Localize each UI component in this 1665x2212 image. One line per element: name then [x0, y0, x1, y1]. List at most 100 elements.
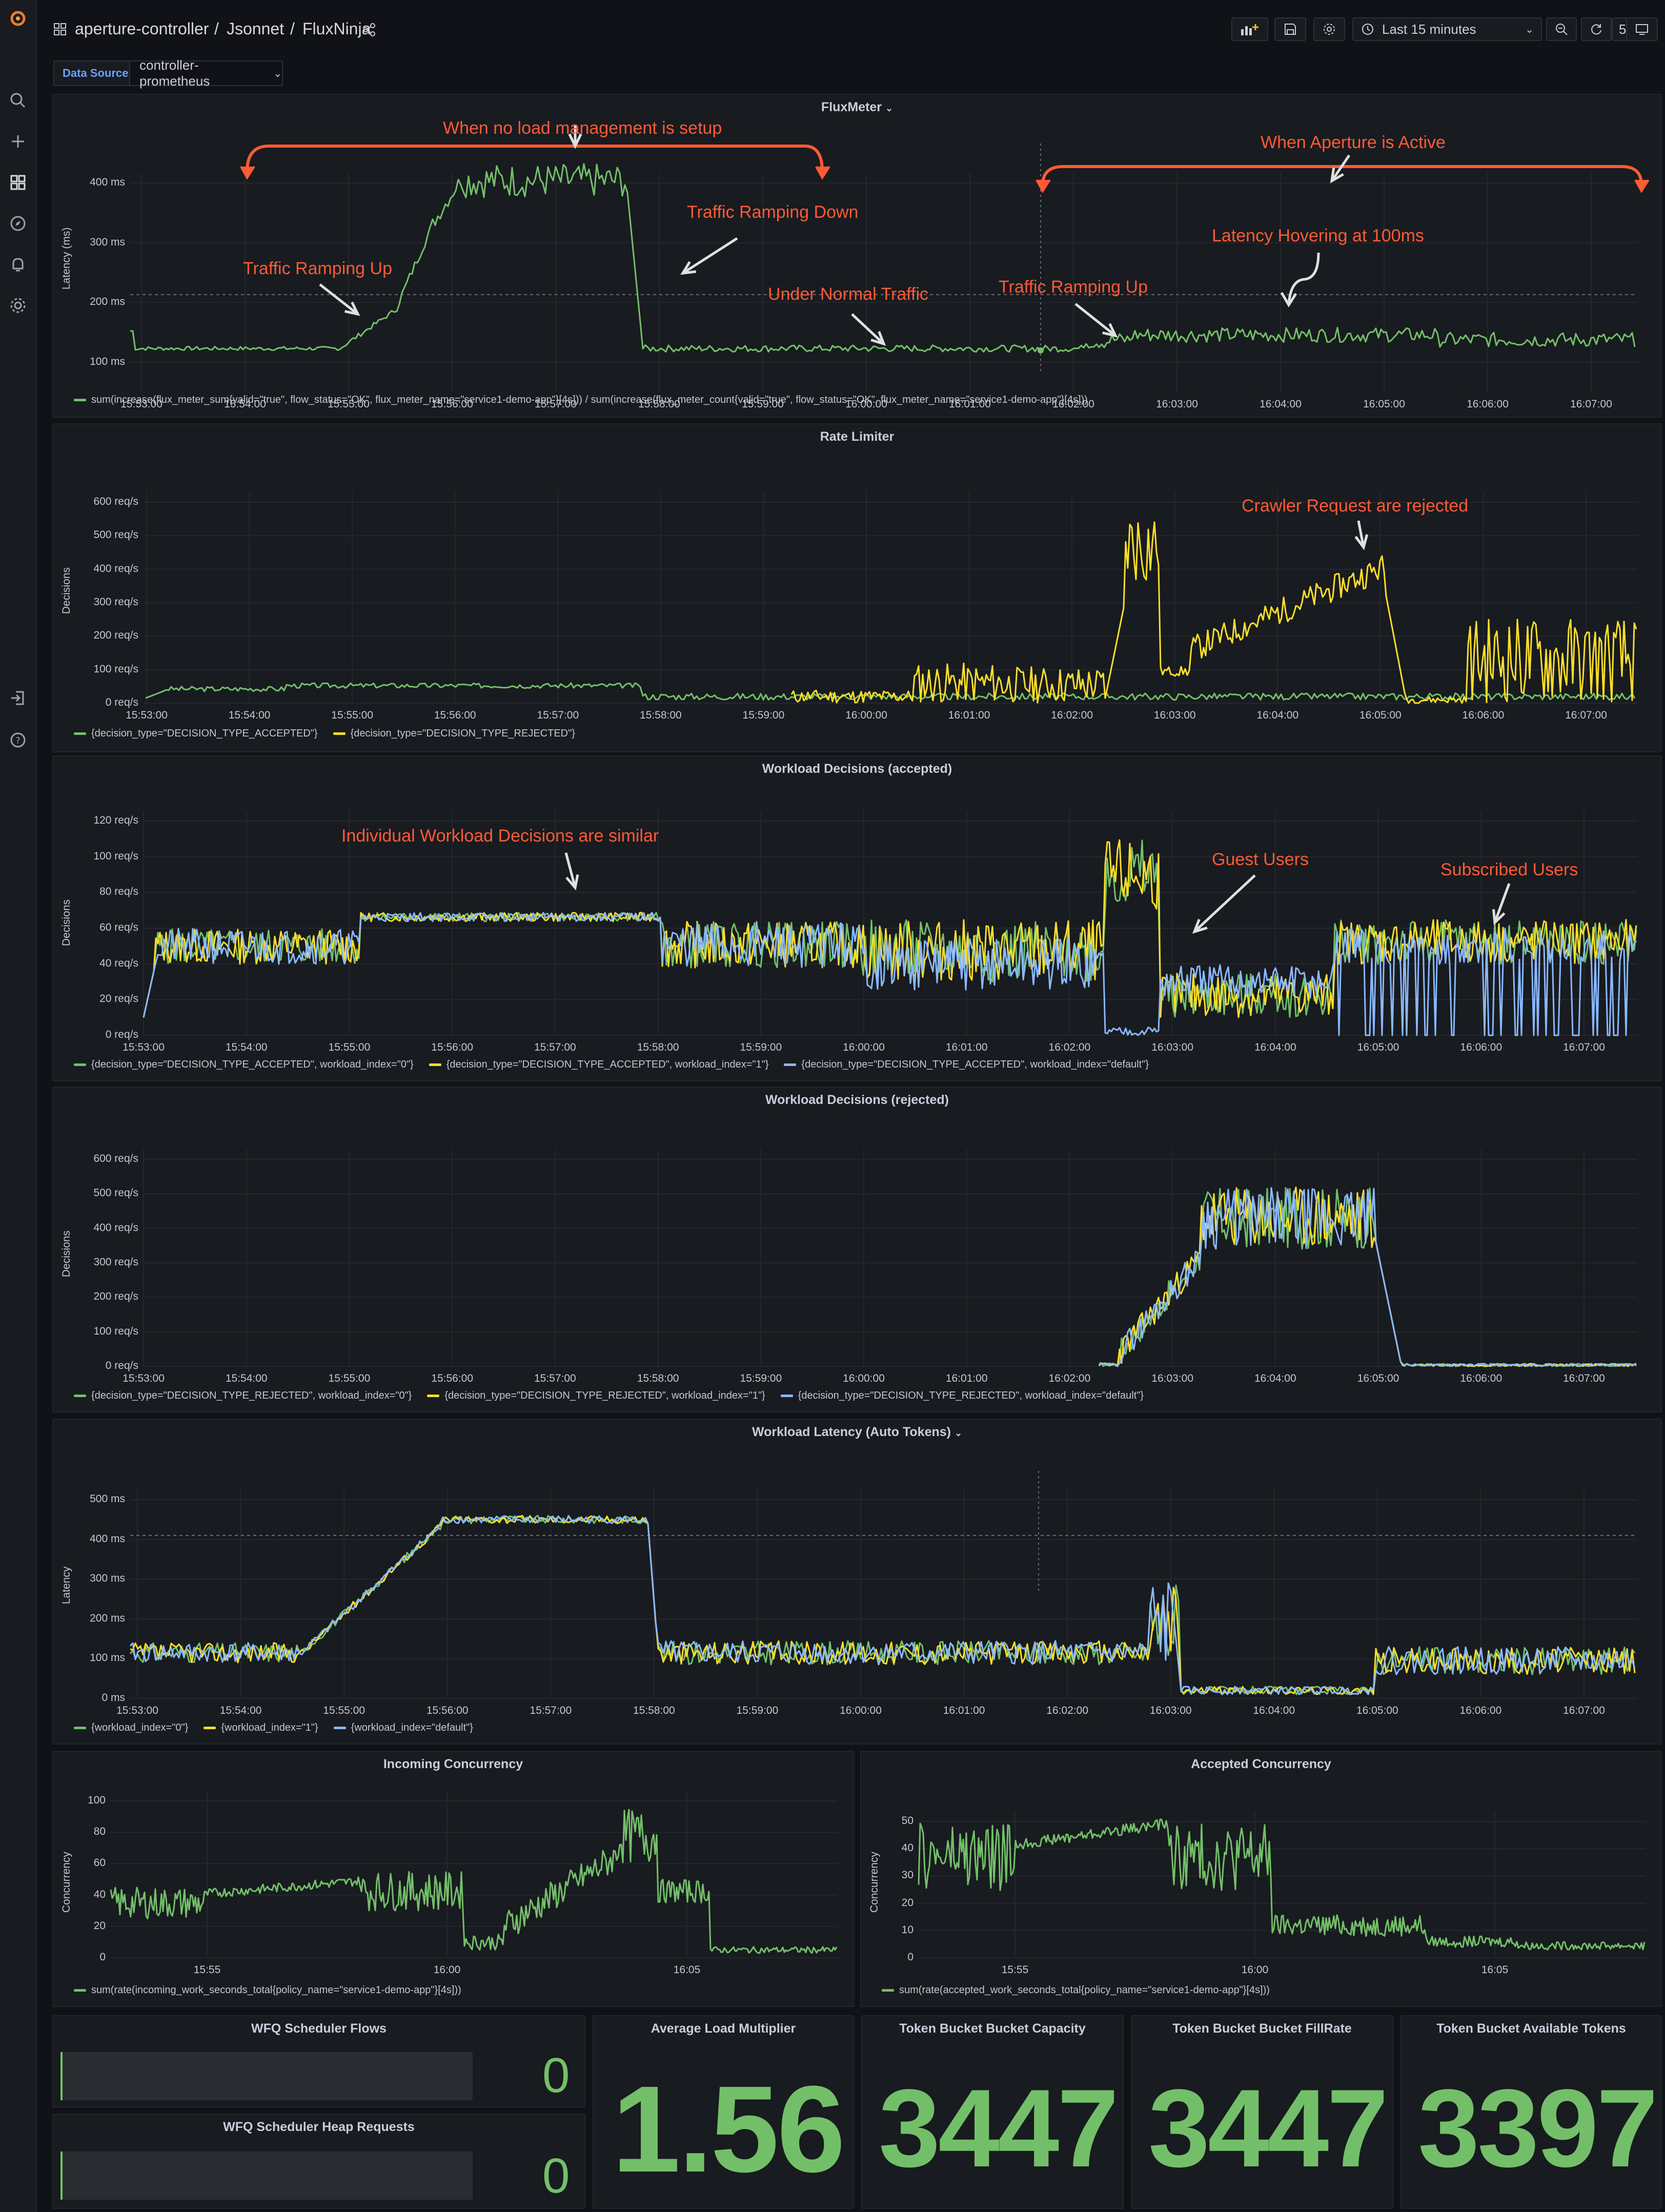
incoming-concurrency-plot[interactable]	[53, 1752, 854, 2007]
legend[interactable]: sum(increase(flux_meter_sum{valid="true"…	[74, 394, 1088, 406]
plus-icon[interactable]	[9, 132, 27, 151]
refresh-icon	[1591, 24, 1601, 35]
panel-title[interactable]: Token Bucket Bucket Capacity	[899, 2021, 1086, 2036]
legend-item[interactable]: {decision_type="DECISION_TYPE_ACCEPTED",…	[784, 1059, 1149, 1071]
legend-swatch	[780, 1395, 793, 1397]
add-panel-button[interactable]	[1231, 17, 1268, 41]
search-icon[interactable]	[9, 91, 27, 110]
zoom-out-button[interactable]	[1546, 17, 1577, 41]
legend-item[interactable]: {decision_type="DECISION_TYPE_REJECTED",…	[780, 1390, 1144, 1402]
x-tick-label: 15:55:00	[331, 709, 374, 721]
annotation-normal-traffic: Under Normal Traffic	[768, 284, 929, 304]
annotation-arrow	[1074, 303, 1116, 337]
annotation-arrow	[564, 852, 577, 888]
legend-swatch	[333, 732, 346, 735]
tv-mode-button[interactable]	[1626, 17, 1658, 41]
legend[interactable]: {workload_index="0"} {workload_index="1"}…	[74, 1722, 489, 1734]
settings-button[interactable]	[1313, 17, 1345, 41]
y-tick-label: 40 req/s	[99, 957, 138, 969]
signin-icon[interactable]	[9, 689, 27, 707]
y-tick-label: 100 ms	[90, 355, 125, 367]
panel-incoming-concurrency: Incoming Concurrency Concurrency 100 80 60…	[52, 1751, 854, 2007]
panel-title[interactable]: Workload Latency (Auto Tokens) ⌄	[752, 1425, 963, 1439]
breadcrumb-folder[interactable]: aperture-controller	[75, 19, 209, 38]
legend[interactable]: sum(rate(accepted_work_seconds_total{pol…	[882, 1984, 1270, 1996]
annotation-guest-users: Guest Users	[1212, 850, 1309, 869]
y-tick-label: 100 req/s	[93, 663, 138, 675]
explore-icon[interactable]	[9, 214, 27, 233]
workload-rejected-plot[interactable]	[53, 1088, 1662, 1412]
save-button[interactable]	[1274, 17, 1306, 41]
stat-value: 3447	[879, 2066, 1119, 2190]
panel-title[interactable]: Workload Decisions (accepted)	[762, 762, 952, 776]
x-tick-label: 15:55:00	[323, 1705, 366, 1716]
legend-item[interactable]: {decision_type="DECISION_TYPE_REJECTED",…	[74, 1390, 412, 1402]
panel-title[interactable]: Average Load Multiplier	[651, 2021, 796, 2036]
datasource-select[interactable]: controller-prometheus ⌄	[129, 57, 283, 89]
grafana-logo[interactable]	[9, 9, 27, 28]
legend-item[interactable]: {decision_type="DECISION_TYPE_ACCEPTED",…	[429, 1059, 768, 1071]
legend-item[interactable]: {decision_type="DECISION_TYPE_ACCEPTED",…	[74, 1059, 414, 1071]
workload-accepted-plot[interactable]	[53, 756, 1662, 1081]
panel-title[interactable]: Workload Decisions (rejected)	[765, 1093, 949, 1107]
y-tick-label: 0 req/s	[105, 1360, 138, 1371]
annotation-arrow-head	[1354, 534, 1369, 550]
x-tick-label: 16:04:00	[1253, 1705, 1295, 1716]
legend-item[interactable]: {decision_type="DECISION_TYPE_ACCEPTED"}	[74, 728, 318, 740]
legend[interactable]: {decision_type="DECISION_TYPE_REJECTED",…	[74, 1390, 1159, 1402]
series-line	[130, 163, 1636, 353]
x-tick-label: 15:55	[193, 1964, 221, 1976]
x-tick-label: 16:00	[1241, 1964, 1269, 1976]
x-tick-label: 16:05	[673, 1964, 701, 1976]
x-tick-label: 16:04:00	[1254, 1041, 1296, 1053]
legend-item[interactable]: {workload_index="default"}	[333, 1722, 473, 1734]
fluxmeter-plot[interactable]	[53, 95, 1662, 418]
x-tick-label: 15:55:00	[328, 1041, 371, 1053]
x-tick-label: 16:02:00	[1046, 1705, 1089, 1716]
panel-title[interactable]: WFQ Scheduler Heap Requests	[223, 2120, 415, 2134]
legend-swatch	[784, 1063, 797, 1066]
settings-icon	[1324, 24, 1335, 35]
legend-item[interactable]: {workload_index="0"}	[74, 1722, 188, 1734]
x-tick-label: 15:53:00	[126, 709, 168, 721]
y-tick-label: 40	[901, 1842, 913, 1854]
help-icon[interactable]: ?	[9, 731, 27, 749]
refresh-button[interactable]	[1581, 17, 1612, 41]
legend-swatch	[882, 1989, 894, 1992]
panel-title[interactable]: Rate Limiter	[820, 429, 895, 444]
panel-title[interactable]: Accepted Concurrency	[1191, 1757, 1331, 1771]
x-tick-label: 16:02:00	[1052, 398, 1094, 410]
breadcrumb-folder2[interactable]: Jsonnet	[227, 19, 285, 38]
legend-item: sum(rate(incoming_work_seconds_total{pol…	[91, 1984, 461, 1996]
rate-limiter-plot[interactable]	[53, 424, 1662, 752]
legend-item[interactable]: {workload_index="1"}	[204, 1722, 318, 1734]
series-line	[918, 1818, 1646, 1951]
zoom-out-icon	[1556, 24, 1568, 35]
gear-icon[interactable]	[9, 296, 27, 315]
x-tick-label: 15:57:00	[537, 709, 579, 721]
x-tick-label: 15:59:00	[742, 398, 784, 410]
dashboards-icon[interactable]	[9, 173, 27, 192]
breadcrumb-dashboard[interactable]: FluxNinja	[302, 19, 371, 38]
panel-title[interactable]: Token Bucket Available Tokens	[1436, 2021, 1626, 2036]
panel-title[interactable]: FluxMeter ⌄	[821, 100, 894, 114]
workload-latency-plot[interactable]	[53, 1420, 1662, 1745]
y-tick-label: 200 req/s	[93, 629, 138, 642]
legend[interactable]: {decision_type="DECISION_TYPE_ACCEPTED"}…	[74, 728, 591, 740]
alert-icon[interactable]	[9, 255, 27, 274]
panel-title[interactable]: WFQ Scheduler Flows	[251, 2021, 387, 2036]
share-icon[interactable]	[362, 23, 376, 37]
legend[interactable]: sum(rate(incoming_work_seconds_total{pol…	[74, 1984, 461, 1996]
legend-item[interactable]: {decision_type="DECISION_TYPE_REJECTED",…	[427, 1390, 765, 1402]
x-tick-label: 15:58:00	[639, 709, 682, 721]
x-tick-label: 15:57:00	[534, 1041, 576, 1053]
accepted-concurrency-plot[interactable]	[861, 1752, 1662, 2007]
annotation-arrow-head	[1192, 918, 1208, 934]
time-picker[interactable]: Last 15 minutes ⌄	[1352, 17, 1542, 41]
panel-title[interactable]: Token Bucket Bucket FillRate	[1172, 2021, 1352, 2036]
legend[interactable]: {decision_type="DECISION_TYPE_ACCEPTED",…	[74, 1059, 1164, 1071]
svg-text:?: ?	[15, 735, 21, 746]
y-tick-label: 600 req/s	[93, 1153, 138, 1164]
panel-title[interactable]: Incoming Concurrency	[383, 1757, 523, 1771]
legend-item[interactable]: {decision_type="DECISION_TYPE_REJECTED"}	[333, 728, 575, 740]
